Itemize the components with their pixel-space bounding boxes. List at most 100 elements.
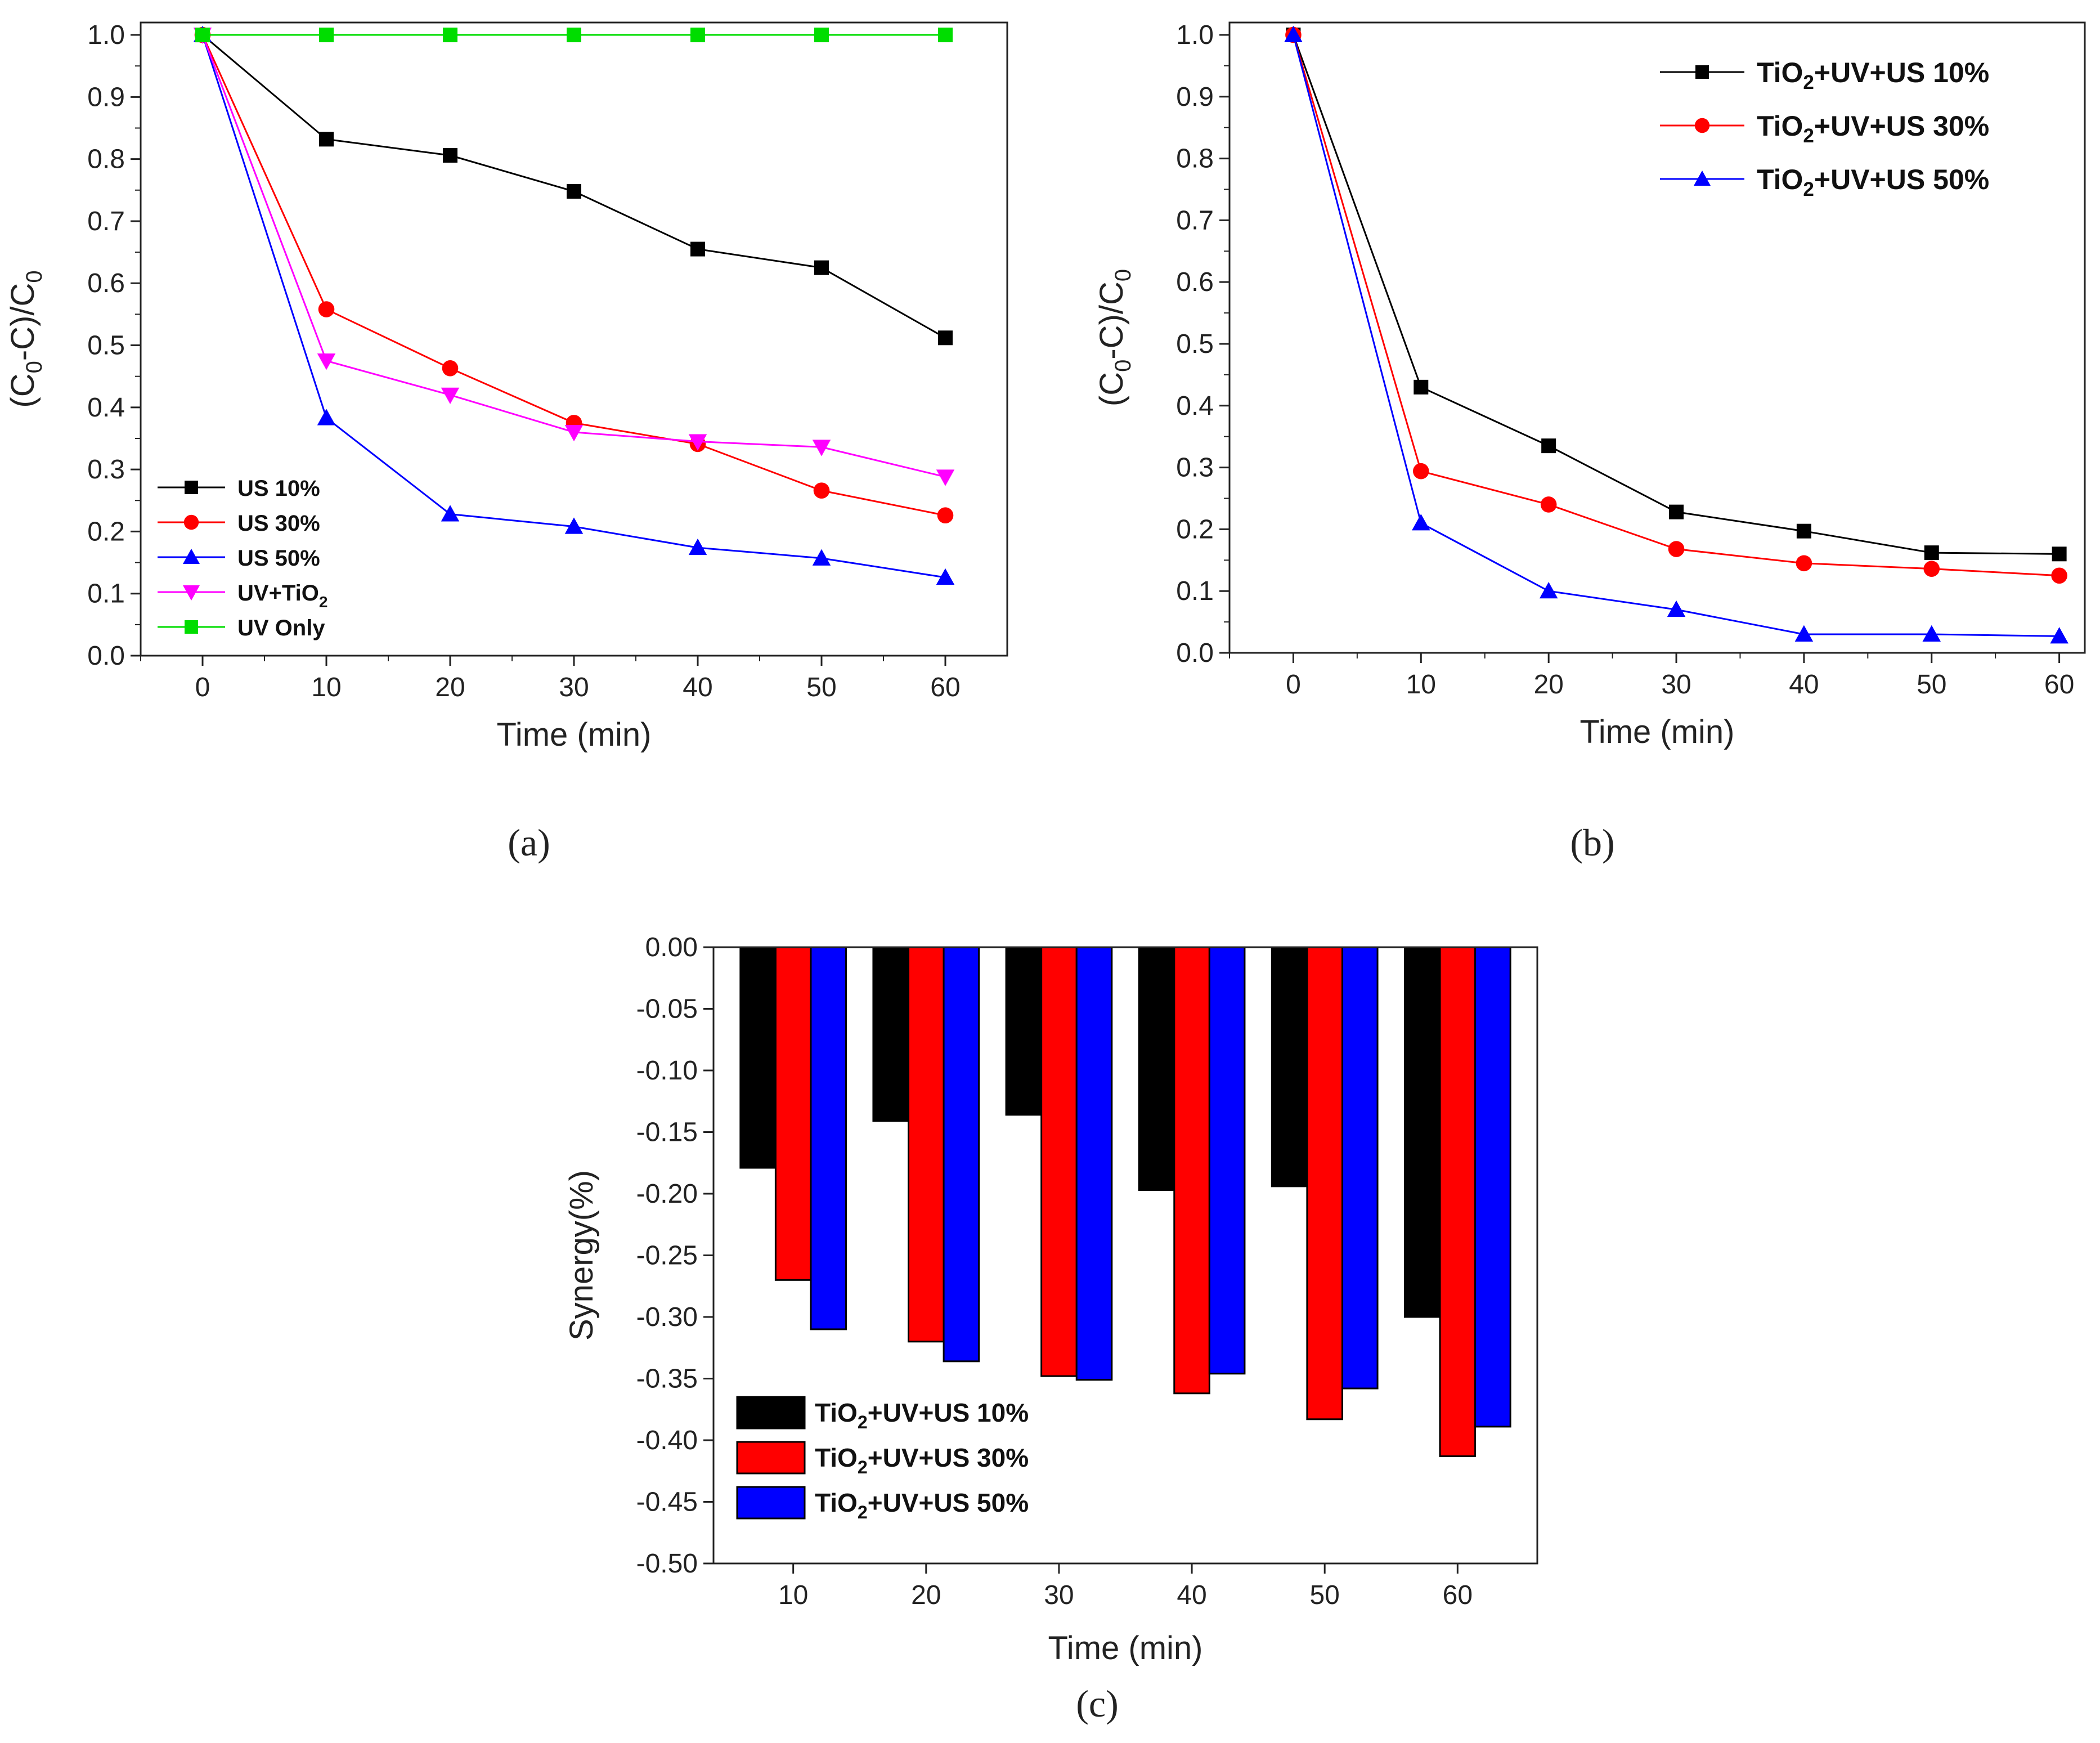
x-tick-label: 50 — [1917, 670, 1946, 700]
data-point-us50 — [441, 505, 460, 522]
legend-label: TiO2+UV+US 10% — [1757, 57, 1989, 93]
data-point-t30 — [1668, 541, 1685, 557]
legend-label-text: US 10% — [237, 476, 320, 501]
y-tick-label: -0.35 — [636, 1364, 698, 1394]
data-point-us30 — [813, 482, 830, 499]
legend-marker-uvonly — [185, 620, 198, 634]
legend-label-subscript: 2 — [1803, 178, 1814, 200]
legend-label: TiO2+UV+US 50% — [1757, 164, 1989, 200]
y-tick-label: -0.45 — [636, 1487, 698, 1517]
legend-label-text: +UV+US 50% — [1814, 164, 1989, 195]
data-point-t50 — [1412, 514, 1430, 531]
panel-a-y-axis-label: (C0-C)/C0 — [5, 270, 47, 407]
data-point-uvtio2 — [317, 353, 336, 370]
data-point-t10 — [1796, 523, 1811, 539]
data-point-t30 — [1923, 561, 1940, 577]
x-tick-label: 10 — [311, 673, 341, 702]
legend-label-subscript: 2 — [858, 1412, 868, 1432]
legend-label-text: TiO — [815, 1488, 858, 1517]
legend-label: UV Only — [237, 616, 325, 640]
legend-swatch-s10 — [736, 1396, 806, 1430]
bar-s50 — [810, 946, 847, 1330]
y-tick-label: 0.1 — [1176, 576, 1214, 606]
data-point-us10 — [319, 132, 334, 147]
data-point-t30 — [1796, 555, 1812, 572]
y-tick-label: 0.3 — [1176, 453, 1214, 483]
y-tick-label: 0.0 — [1176, 638, 1214, 668]
x-tick-label: 20 — [911, 1580, 941, 1610]
panel-c-letter: (c) — [1076, 1682, 1118, 1725]
bar-s30 — [908, 946, 945, 1343]
panel-a-x-axis-label: Time (min) — [497, 716, 652, 753]
legend-label: US 30% — [237, 511, 320, 536]
legend-marker-us10 — [185, 481, 198, 494]
x-tick-label: 30 — [1044, 1580, 1074, 1610]
panel-b-legend: TiO2+UV+US 10%TiO2+UV+US 30%TiO2+UV+US 5… — [1660, 57, 1989, 200]
y-tick-label: 0.00 — [645, 933, 698, 962]
panel-c-x-axis-label: Time (min) — [1048, 1630, 1203, 1666]
panel-b-x-axis-label: Time (min) — [1580, 714, 1735, 750]
bar-s30 — [1439, 946, 1477, 1457]
y-tick-label: -0.15 — [636, 1118, 698, 1148]
y-tick-label: 0.4 — [87, 393, 125, 423]
legend-marker-t30 — [1694, 118, 1710, 133]
x-tick-label: 60 — [2044, 670, 2074, 700]
y-tick-label: 0.5 — [1176, 329, 1214, 359]
bar-s30 — [1040, 946, 1078, 1377]
bar-s30 — [1173, 946, 1210, 1395]
ylabel-subscript: 0 — [22, 270, 47, 283]
data-point-us50 — [688, 538, 707, 555]
y-tick-label: -0.25 — [636, 1241, 698, 1271]
data-point-t50 — [1284, 25, 1303, 42]
y-tick-label: -0.40 — [636, 1426, 698, 1455]
data-point-t30 — [2051, 567, 2067, 584]
ylabel-part: -C)/C — [1093, 281, 1130, 360]
legend-label-text: TiO — [1757, 110, 1803, 142]
panel-b-y-axis-label: (C0-C)/C0 — [1093, 269, 1136, 406]
data-point-uvonly — [938, 28, 953, 43]
data-point-t50 — [1667, 600, 1686, 617]
bar-s50 — [1075, 946, 1113, 1381]
bar-s10 — [1138, 946, 1175, 1191]
legend-label-text: +UV+US 50% — [868, 1488, 1029, 1517]
x-tick-label: 40 — [1789, 670, 1819, 700]
legend-label: US 50% — [237, 546, 320, 571]
y-tick-label: 0.2 — [87, 517, 125, 546]
legend-label-subscript: 2 — [858, 1457, 868, 1477]
y-tick-label: 0.8 — [1176, 144, 1214, 174]
y-tick-label: 0.1 — [87, 579, 125, 609]
data-point-us50 — [317, 409, 336, 425]
legend-label-text: TiO — [815, 1443, 858, 1472]
x-tick-label: 40 — [1177, 1580, 1206, 1610]
data-point-us50 — [812, 549, 831, 566]
data-point-us10 — [938, 330, 953, 346]
y-tick-label: 0.7 — [1176, 205, 1214, 235]
panel-b-letter: (b) — [1570, 821, 1614, 864]
y-tick-label: 0.8 — [87, 145, 125, 174]
data-point-us30 — [937, 507, 954, 524]
legend-label-text: +UV+US 10% — [868, 1398, 1029, 1427]
legend-label: TiO2+UV+US 10% — [815, 1398, 1029, 1432]
x-tick-label: 20 — [1533, 670, 1563, 700]
legend-label-text: TiO — [815, 1398, 858, 1427]
data-point-t10 — [1924, 545, 1939, 561]
legend-marker-us30 — [183, 514, 199, 530]
data-point-t50 — [1922, 625, 1941, 642]
y-tick-label: 0.5 — [87, 331, 125, 361]
legend-label-text: TiO — [1757, 57, 1803, 88]
ylabel-subscript: 0 — [1111, 269, 1136, 281]
ylabel-part: (C — [1093, 372, 1130, 406]
y-tick-label: 0.6 — [1176, 267, 1214, 297]
legend-label: US 10% — [237, 476, 320, 501]
y-tick-label: 0.3 — [87, 455, 125, 485]
bar-s10 — [1271, 946, 1308, 1188]
data-point-uvonly — [319, 28, 334, 43]
legend-marker-t50 — [1694, 171, 1711, 186]
x-tick-label: 0 — [195, 673, 210, 702]
legend-label: TiO2+UV+US 30% — [1757, 110, 1989, 147]
bar-s50 — [1474, 946, 1511, 1428]
data-point-uvtio2 — [936, 469, 955, 486]
y-tick-label: 0.0 — [87, 641, 125, 671]
panel-c-y-axis-label: Synergy(%) — [563, 1170, 600, 1341]
data-point-uvonly — [443, 28, 457, 43]
